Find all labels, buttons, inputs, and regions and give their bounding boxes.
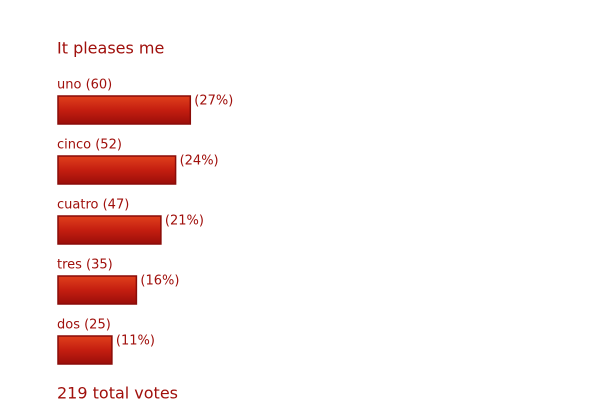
- poll-title: It pleases me: [57, 39, 164, 58]
- option-label: cuatro (47): [57, 198, 129, 213]
- percent-label: (16%): [140, 274, 179, 289]
- total-votes: 219 total votes: [57, 384, 178, 403]
- bar: [57, 155, 177, 185]
- bar: [57, 335, 113, 365]
- percent-label: (27%): [194, 94, 233, 109]
- option-label: cinco (52): [57, 138, 122, 153]
- bar: [57, 215, 162, 245]
- percent-label: (24%): [180, 154, 219, 169]
- percent-label: (21%): [165, 214, 204, 229]
- option-label: dos (25): [57, 318, 111, 333]
- percent-label: (11%): [116, 334, 155, 349]
- bar: [57, 95, 192, 125]
- option-label: uno (60): [57, 78, 112, 93]
- bar: [57, 275, 138, 305]
- option-label: tres (35): [57, 258, 113, 273]
